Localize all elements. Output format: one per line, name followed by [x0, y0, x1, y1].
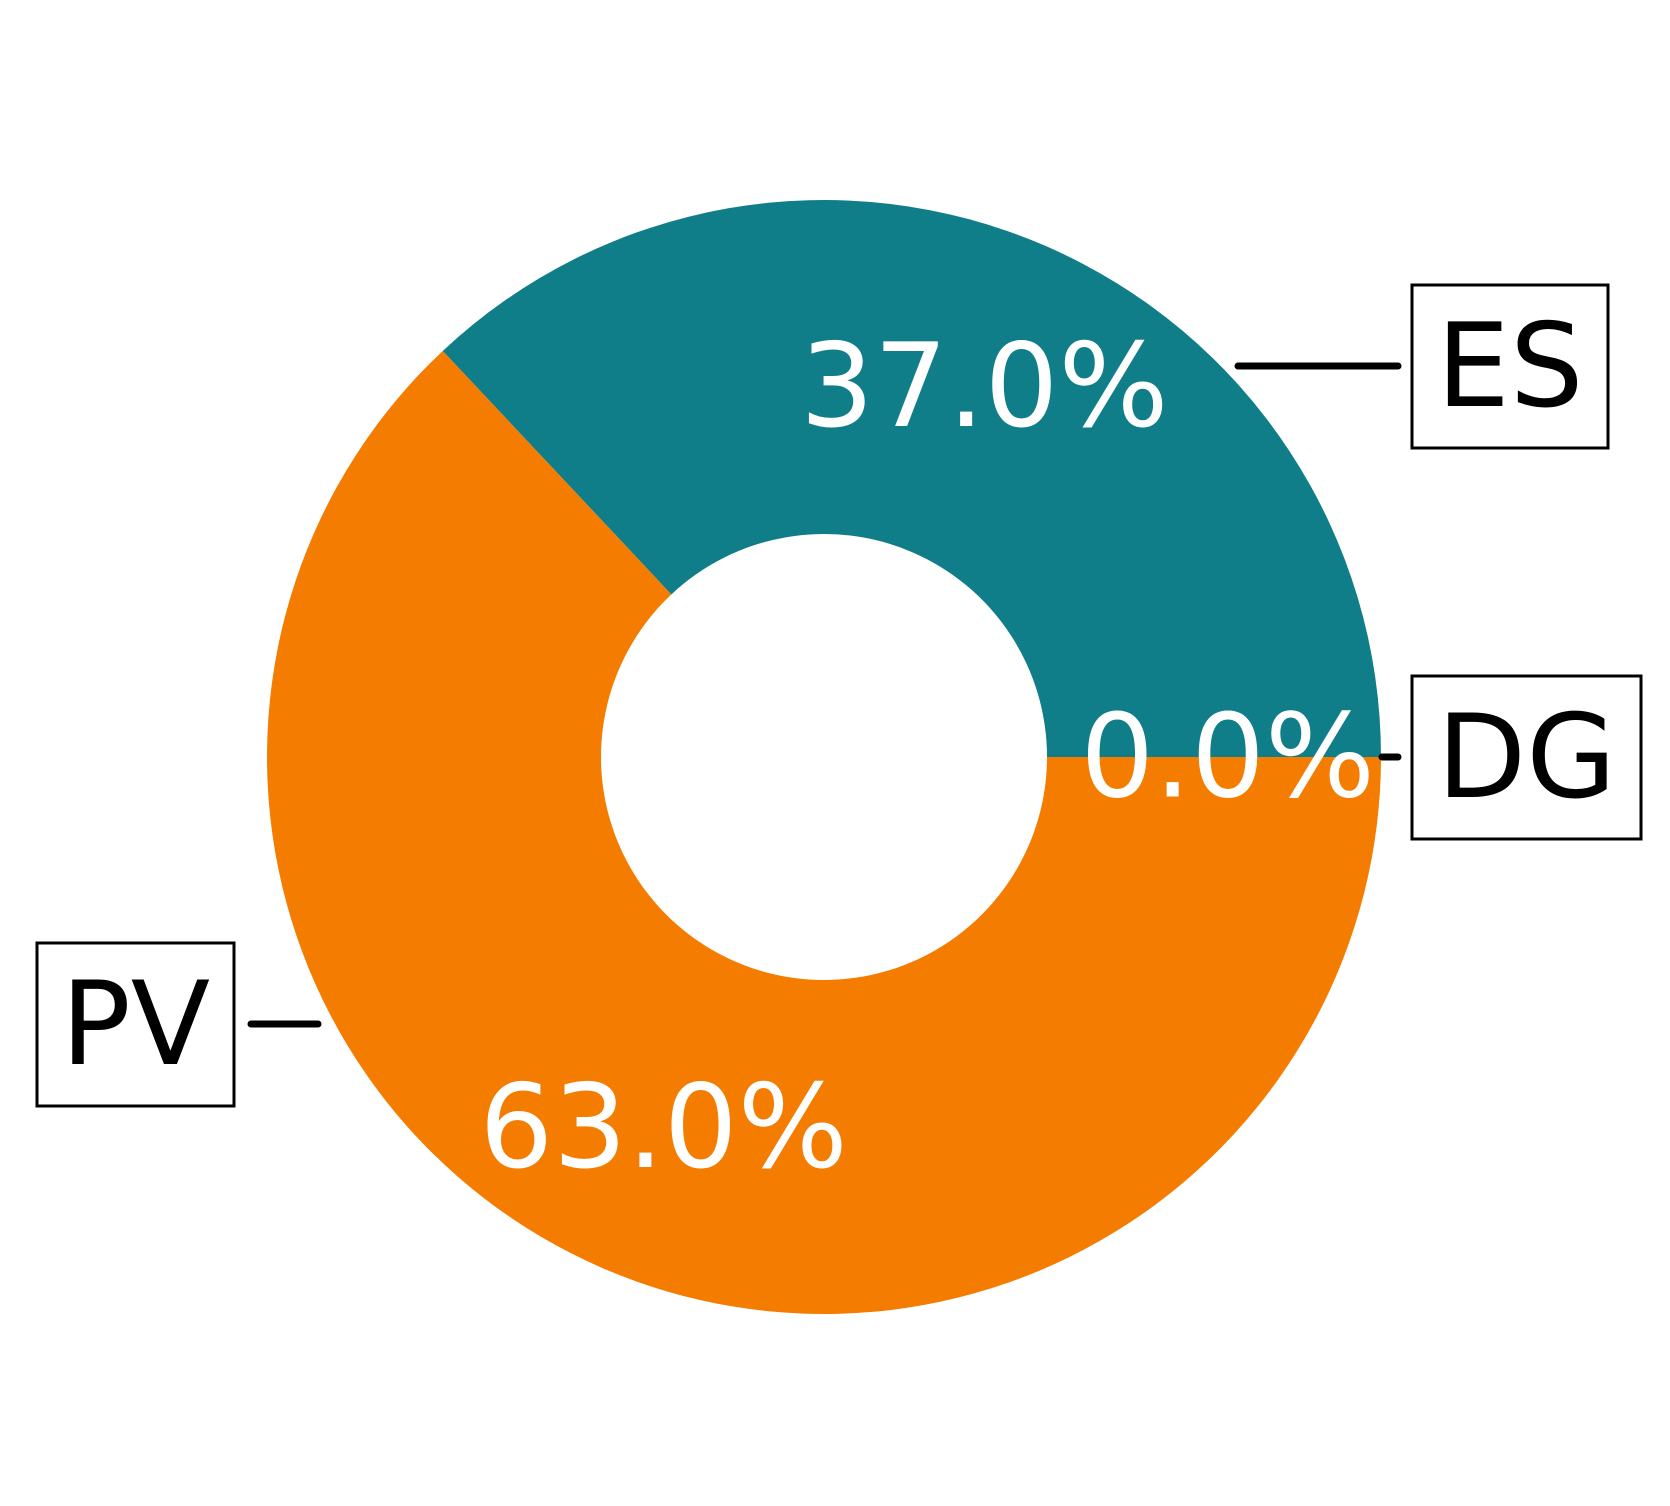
slice-es [442, 199, 1381, 758]
percent-label-es: 37.0% [800, 319, 1169, 454]
label-box-es [1410, 283, 1610, 450]
label-box-dg [1410, 674, 1643, 841]
percent-labels-group: 0.0% 37.0% 63.0% [479, 319, 1375, 1195]
label-boxes-group: DG ES PV [35, 283, 1643, 1108]
slice-pv [267, 350, 1381, 1314]
label-box-pv [35, 941, 236, 1108]
slices-group [267, 199, 1381, 1314]
percent-label-pv: 63.0% [479, 1060, 848, 1195]
slice-name-dg: DG [1437, 690, 1616, 825]
slice-name-pv: PV [61, 957, 210, 1092]
slice-name-es: ES [1437, 299, 1584, 434]
percent-label-dg: 0.0% [1080, 690, 1375, 825]
